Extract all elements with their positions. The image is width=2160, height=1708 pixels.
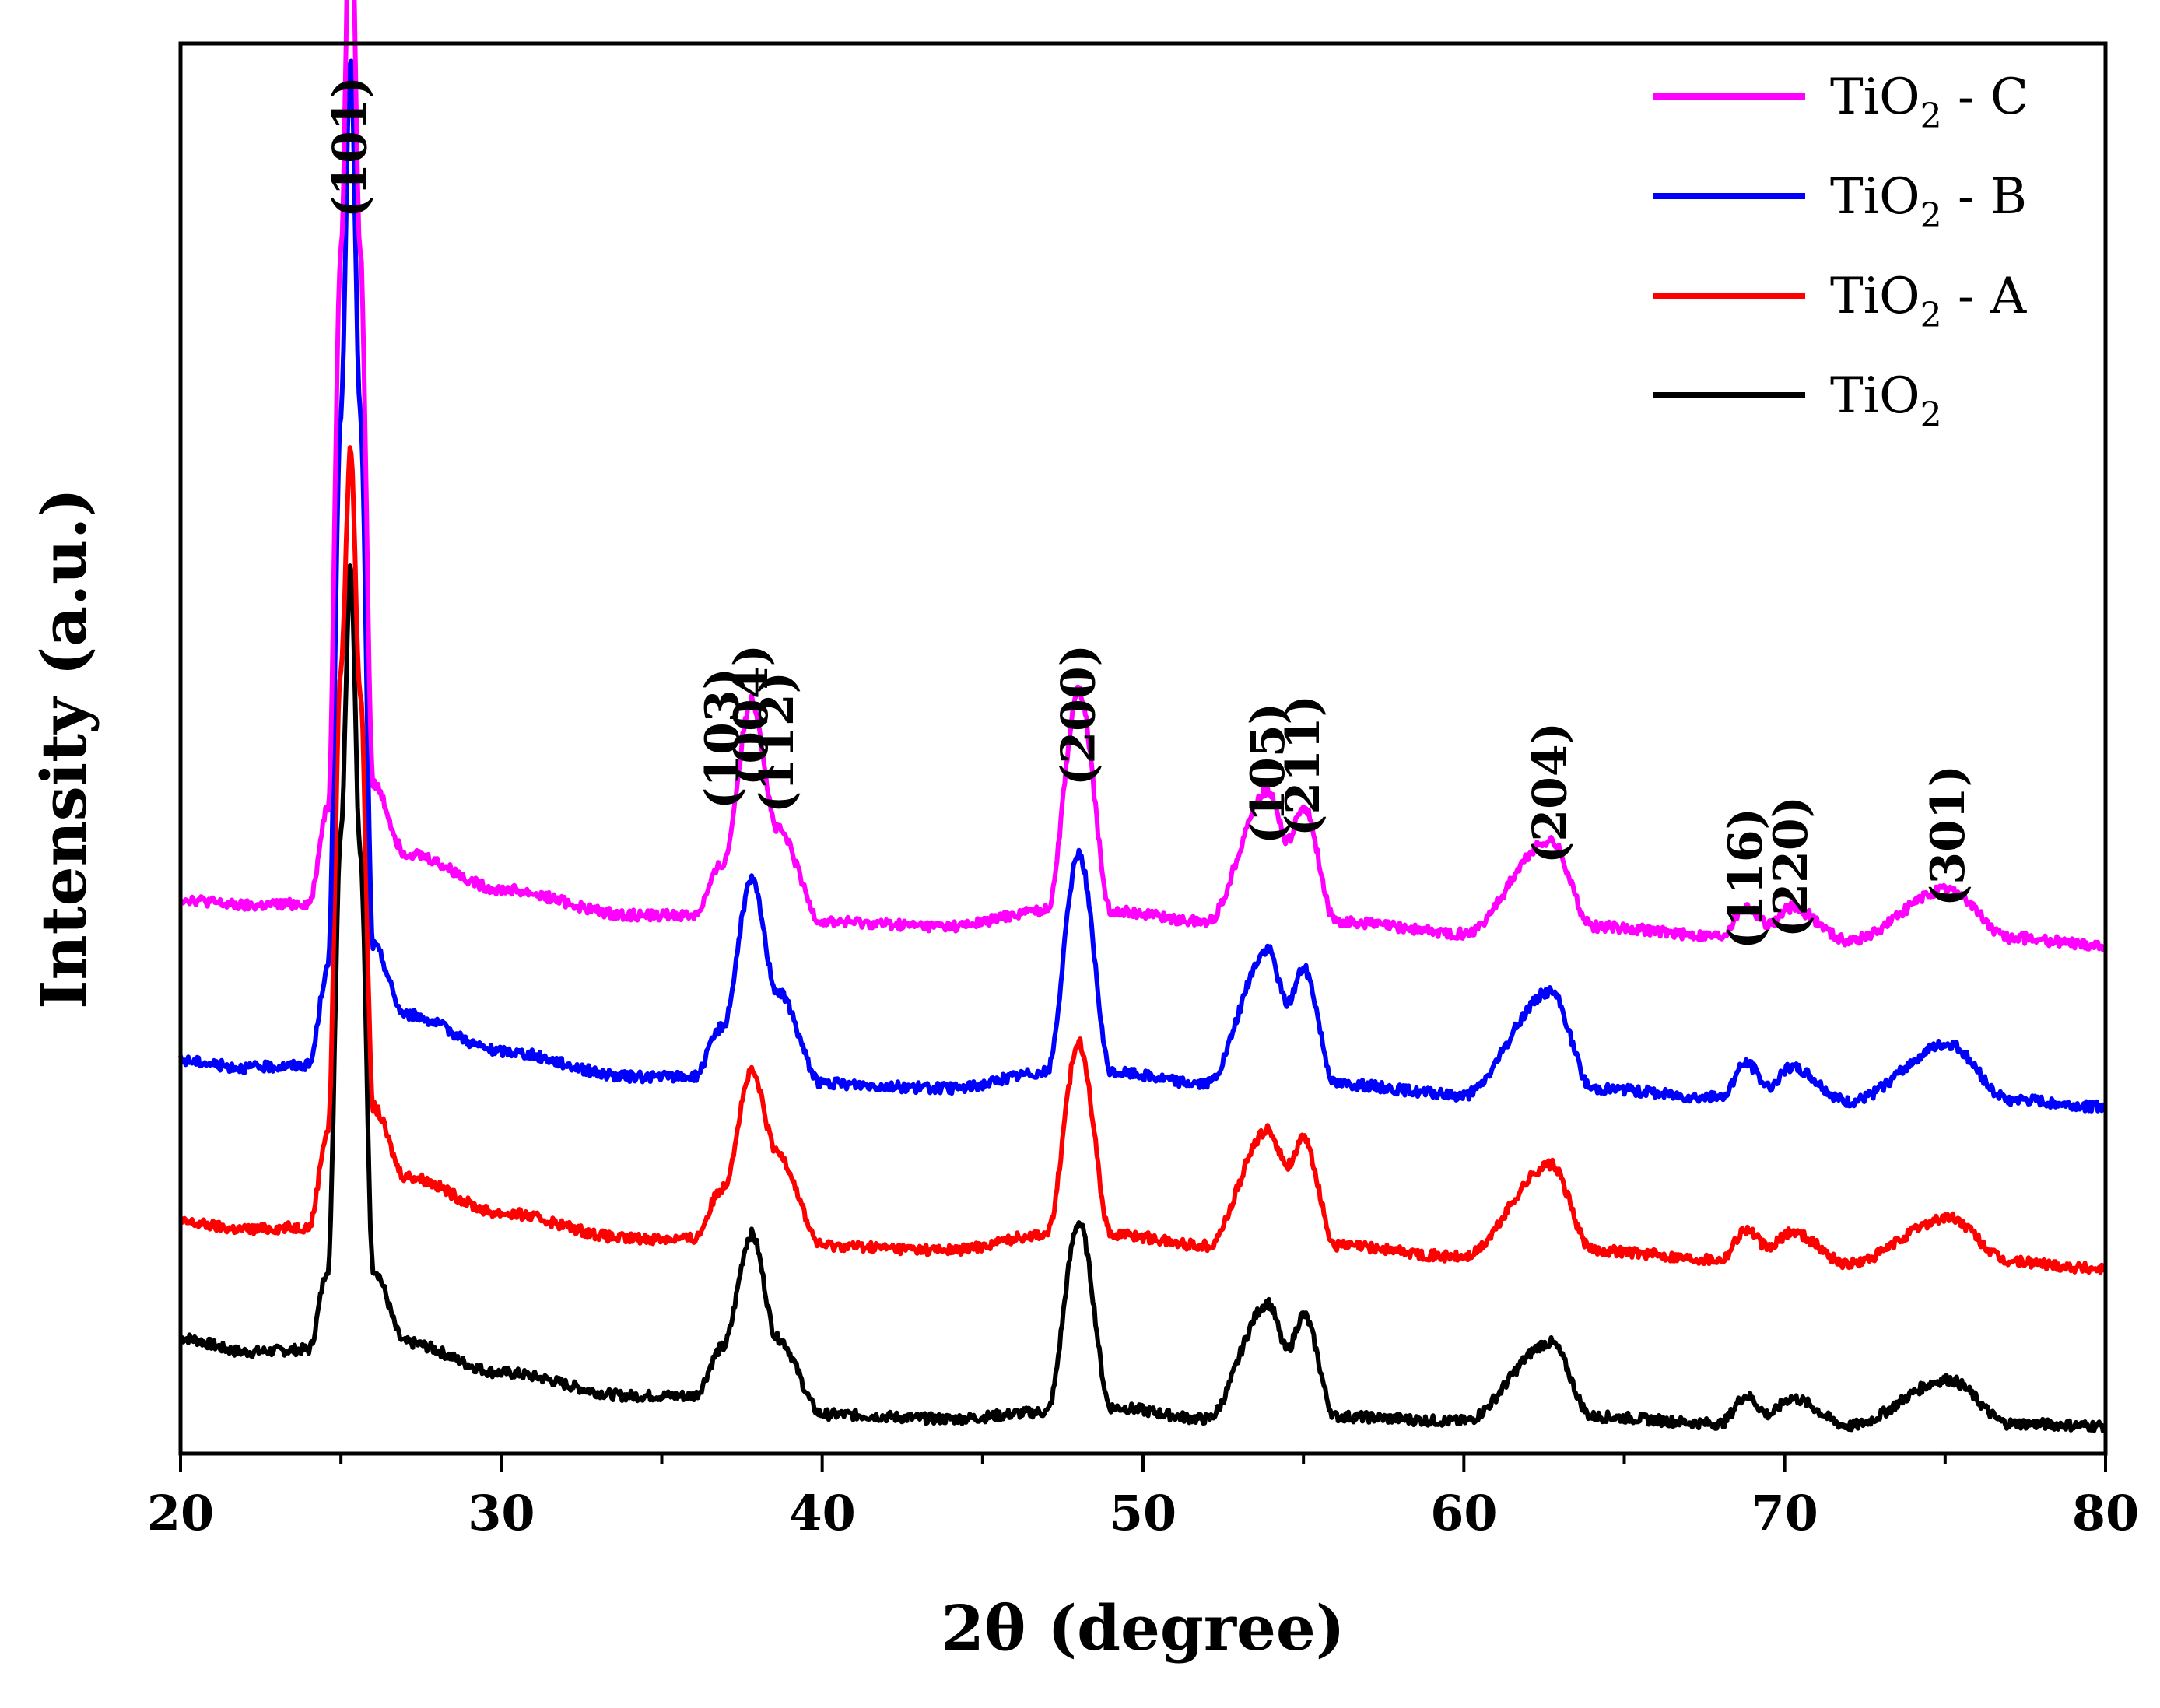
legend-label-suffix: - A [1942,268,2027,325]
legend-label-sub: 2 [1920,96,1942,136]
peak-label: (220) [1764,796,1818,938]
x-axis: 20 30 40 50 60 70 80 [147,1454,2139,1541]
series-line-2 [178,445,2106,1275]
x-tick-label: 80 [2072,1485,2139,1541]
legend-label: TiO2 [1830,367,1942,435]
legend-label-main: TiO [1830,367,1920,425]
legend-label-suffix: - C [1942,68,2029,126]
legend-label-main: TiO [1830,68,1920,126]
peak-label: (112) [750,672,805,813]
peak-label: (004) [724,644,779,786]
peak-label: (101) [324,76,378,218]
peak-labels: (101) (103)(004)(112) (200) (105)(211) (204)… [324,76,1976,949]
x-tick-label: 50 [1110,1485,1176,1541]
legend-label-main: TiO [1830,268,1920,325]
legend-label-suffix: - B [1942,168,2027,226]
x-tick-label: 70 [1751,1485,1818,1541]
legend-label-main: TiO [1830,168,1920,226]
x-tick-label: 40 [789,1485,856,1541]
peak-label: (200) [1052,644,1106,786]
series-line-3 [179,563,2107,1433]
x-tick-label: 20 [147,1485,214,1541]
x-tick-label: 30 [468,1485,535,1541]
x-tick-label: 60 [1430,1485,1497,1541]
plot-area [178,0,2107,1433]
legend-label-sub: 2 [1920,196,1942,236]
legend-label: TiO2 - C [1830,68,2029,136]
legend-label: TiO2 - A [1830,268,2027,335]
peak-label: (116) [1719,808,1773,949]
legend-label-sub: 2 [1920,296,1942,335]
peak-label: (103) [696,668,750,809]
legend-label: TiO2 - B [1830,168,2027,236]
peak-label: (204) [1524,722,1578,864]
x-axis-title: 2θ (degree) [941,1591,1345,1664]
peak-label: (105) [1241,703,1296,844]
peak-label: (211) [1276,695,1331,836]
series-line-0 [179,0,2107,952]
series-line-1 [178,58,2107,1114]
y-axis-title: Intensity (a.u.) [27,488,100,1009]
legend-label-sub: 2 [1920,395,1942,435]
peak-label: (301) [1921,765,1976,907]
